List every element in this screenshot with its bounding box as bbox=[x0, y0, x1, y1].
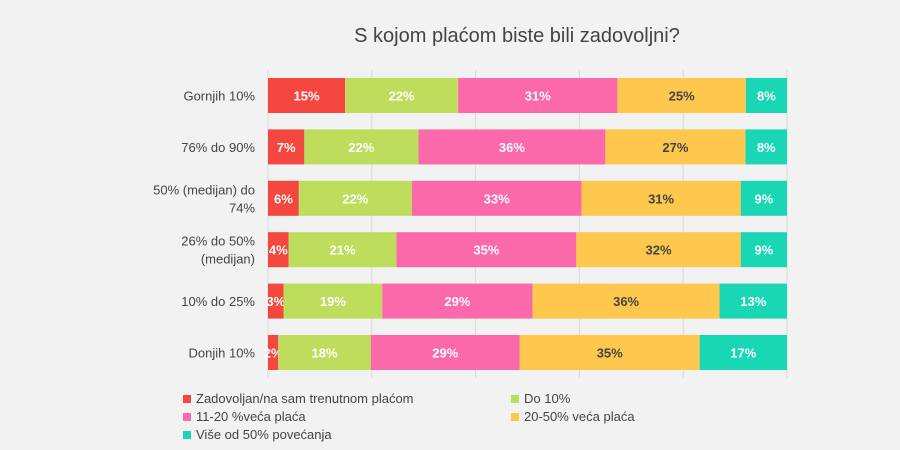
category-label: 10% do 25% bbox=[181, 294, 255, 309]
data-label: 21% bbox=[329, 243, 355, 258]
bar-segment bbox=[288, 232, 397, 268]
data-label: 4% bbox=[269, 243, 288, 258]
bar-segment bbox=[396, 232, 577, 268]
bar-segment bbox=[581, 180, 741, 216]
data-label: 36% bbox=[613, 294, 639, 309]
data-label: 35% bbox=[473, 243, 499, 258]
data-label: 2% bbox=[264, 346, 283, 361]
legend-swatch bbox=[183, 395, 191, 403]
bar-segment bbox=[740, 180, 787, 216]
legend-label: Zadovoljan/na sam trenutnom plaćom bbox=[196, 391, 414, 406]
bar-segment bbox=[532, 283, 720, 319]
legend-item: Više od 50% povećanja bbox=[183, 427, 332, 442]
data-label: 36% bbox=[499, 140, 525, 155]
bar-segment bbox=[283, 283, 383, 319]
bar-segment bbox=[458, 78, 618, 113]
data-label: 3% bbox=[266, 294, 285, 309]
data-label: 9% bbox=[754, 243, 773, 258]
data-label: 29% bbox=[444, 294, 470, 309]
legend-swatch bbox=[183, 413, 191, 421]
data-label: 32% bbox=[646, 243, 672, 258]
data-label: 33% bbox=[484, 191, 510, 206]
bar-segment bbox=[576, 232, 741, 268]
legend-item: 20-50% veća plaća bbox=[511, 409, 635, 424]
bar-segment bbox=[268, 335, 279, 370]
chart-title: S kojom plaćom biste bili zadovoljni? bbox=[354, 25, 680, 47]
legend-item: 11-20 %veća plaća bbox=[183, 409, 306, 424]
data-label: 25% bbox=[669, 89, 695, 104]
bar-segment bbox=[382, 283, 533, 319]
data-label: 15% bbox=[294, 89, 320, 104]
bar-segment bbox=[268, 180, 299, 216]
data-label: 31% bbox=[648, 191, 674, 206]
bar-segment bbox=[268, 129, 305, 165]
legend-label: Do 10% bbox=[524, 391, 571, 406]
category-labels: Gornjih 10% 76% do 90% 50% (medijan) do 74%… bbox=[153, 89, 255, 361]
data-label: 9% bbox=[754, 191, 773, 206]
data-label: 35% bbox=[597, 346, 623, 361]
legend-item: Do 10% bbox=[511, 391, 571, 406]
bar-segment bbox=[268, 283, 284, 319]
bar-segment bbox=[699, 335, 787, 370]
bar-segment bbox=[304, 129, 419, 165]
gridlines bbox=[267, 70, 788, 378]
bar-segment bbox=[745, 129, 787, 165]
category-label: Donjih 10% bbox=[189, 346, 256, 361]
legend-item: Zadovoljan/na sam trenutnom plaćom bbox=[183, 391, 414, 406]
data-label: 22% bbox=[342, 191, 368, 206]
bar-segment bbox=[370, 335, 520, 370]
data-label: 18% bbox=[312, 346, 338, 361]
legend-swatch bbox=[511, 395, 519, 403]
bar-segment bbox=[411, 180, 582, 216]
data-label: 6% bbox=[274, 191, 293, 206]
data-label: 27% bbox=[662, 140, 688, 155]
data-label: 7% bbox=[277, 140, 296, 155]
bar-segment bbox=[740, 232, 787, 268]
data-label: 22% bbox=[348, 140, 374, 155]
bar-segment bbox=[278, 335, 371, 370]
category-label: 26% do 50% (medijan) bbox=[181, 234, 255, 267]
bar-segment bbox=[268, 78, 346, 113]
bar-segment bbox=[719, 283, 787, 319]
bar-segment bbox=[745, 78, 787, 113]
data-label: 31% bbox=[525, 89, 551, 104]
bar-segment bbox=[418, 129, 606, 165]
data-label: 19% bbox=[320, 294, 346, 309]
data-label: 13% bbox=[740, 294, 766, 309]
bar-segment bbox=[617, 78, 746, 113]
data-label: 17% bbox=[730, 346, 756, 361]
bar-segment bbox=[268, 232, 289, 268]
category-label: Gornjih 10% bbox=[183, 89, 255, 104]
data-label: 8% bbox=[757, 140, 776, 155]
legend-label: 11-20 %veća plaća bbox=[196, 409, 306, 424]
legend-label: Više od 50% povećanja bbox=[196, 427, 332, 442]
legend: Zadovoljan/na sam trenutnom plaćom Do 10%… bbox=[183, 391, 635, 442]
data-label: 8% bbox=[757, 89, 776, 104]
bar-segment bbox=[605, 129, 746, 165]
bars: 15% 22% 31% 25% 8% 7% 22% 36% 27% 8% 6% 22% 33% 31% 9%… bbox=[264, 78, 787, 370]
bar-segment bbox=[345, 78, 459, 113]
data-label: 22% bbox=[389, 89, 415, 104]
category-label: 76% do 90% bbox=[181, 140, 255, 155]
category-label: 50% (medijan) do 74% bbox=[153, 182, 255, 215]
legend-label: 20-50% veća plaća bbox=[524, 409, 635, 424]
bar-segment bbox=[519, 335, 700, 370]
bar-segment bbox=[298, 180, 412, 216]
data-label: 29% bbox=[432, 346, 458, 361]
legend-swatch bbox=[511, 413, 519, 421]
legend-swatch bbox=[183, 431, 191, 439]
